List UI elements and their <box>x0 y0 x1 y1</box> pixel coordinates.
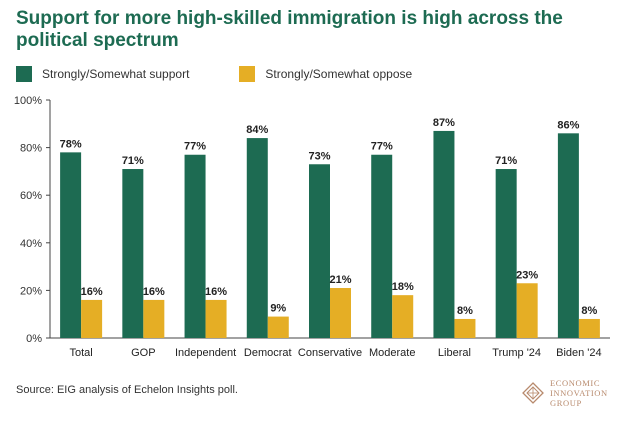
y-tick-label: 100% <box>14 95 42 107</box>
bar-oppose <box>454 318 476 338</box>
data-label-oppose: 16% <box>81 286 103 298</box>
chart-title: Support for more high-skilled immigratio… <box>16 8 563 51</box>
bar-oppose <box>392 295 414 338</box>
x-tick-label: Democrat <box>244 347 292 359</box>
legend-swatch-support <box>16 66 32 82</box>
data-label-oppose: 8% <box>581 305 597 317</box>
data-label-support: 77% <box>184 141 206 153</box>
bar-support <box>557 133 579 338</box>
eig-diamond-icon <box>522 382 544 404</box>
data-label-oppose: 16% <box>205 286 227 298</box>
data-label-support: 87% <box>433 117 455 129</box>
legend-item-oppose: Strongly/Somewhat oppose <box>239 66 412 82</box>
y-tick-label: 80% <box>20 143 42 155</box>
bar-oppose <box>330 288 351 338</box>
data-label-support: 71% <box>122 155 144 167</box>
data-label-oppose: 21% <box>329 274 351 286</box>
bar-oppose <box>205 299 227 338</box>
bar-oppose <box>143 299 165 338</box>
data-label-oppose: 18% <box>392 281 414 293</box>
bar-support <box>309 164 330 338</box>
legend: Strongly/Somewhat support Strongly/Somew… <box>16 66 462 82</box>
logo-line-1: ECONOMIC <box>550 378 601 388</box>
bar-support <box>495 169 517 338</box>
logo-line-2: INNOVATION <box>550 388 608 398</box>
data-label-oppose: 23% <box>516 269 538 281</box>
legend-swatch-oppose <box>239 66 256 82</box>
bar-support <box>433 130 455 338</box>
y-tick-label: 40% <box>20 238 42 250</box>
bar-support <box>122 169 144 338</box>
x-tick-label: Total <box>69 347 92 359</box>
y-tick-label: 60% <box>20 190 42 202</box>
eig-logo: ECONOMIC INNOVATION GROUP <box>522 378 608 408</box>
x-tick-label: Moderate <box>369 347 415 359</box>
data-label-oppose: 9% <box>270 303 286 315</box>
bar-chart: 0% 20% 40% 60% 80% 100% 78% 16% Total 71% 16% GOP 77… <box>14 95 610 359</box>
bar-oppose <box>267 316 289 338</box>
legend-label-support: Strongly/Somewhat support <box>42 67 190 81</box>
bar-oppose <box>516 283 538 338</box>
data-label-support: 84% <box>246 124 268 136</box>
y-tick-label: 20% <box>20 285 42 297</box>
data-label-support: 71% <box>495 155 517 167</box>
data-label-support: 78% <box>60 138 82 150</box>
x-tick-label: Liberal <box>438 347 471 359</box>
data-label-oppose: 16% <box>143 286 165 298</box>
data-label-oppose: 8% <box>457 305 473 317</box>
data-label-support: 77% <box>371 141 393 153</box>
bar-support <box>60 152 82 338</box>
bar-oppose <box>81 299 103 338</box>
legend-label-oppose: Strongly/Somewhat oppose <box>265 67 413 81</box>
x-tick-label: GOP <box>131 347 155 359</box>
x-tick-label: Conservative <box>298 347 362 359</box>
legend-item-support: Strongly/Somewhat support <box>16 66 189 82</box>
bar-oppose <box>578 318 600 338</box>
source-note: Source: EIG analysis of Echelon Insights… <box>16 384 238 396</box>
data-label-support: 73% <box>308 150 330 162</box>
x-tick-label: Biden '24 <box>556 347 602 359</box>
bar-support <box>184 154 206 338</box>
x-tick-label: Independent <box>175 347 236 359</box>
data-label-support: 86% <box>557 119 579 131</box>
y-tick-label: 0% <box>26 333 42 345</box>
bar-support <box>371 154 393 338</box>
bar-support <box>246 138 268 338</box>
x-tick-label: Trump '24 <box>492 347 541 359</box>
logo-line-3: GROUP <box>550 398 582 408</box>
